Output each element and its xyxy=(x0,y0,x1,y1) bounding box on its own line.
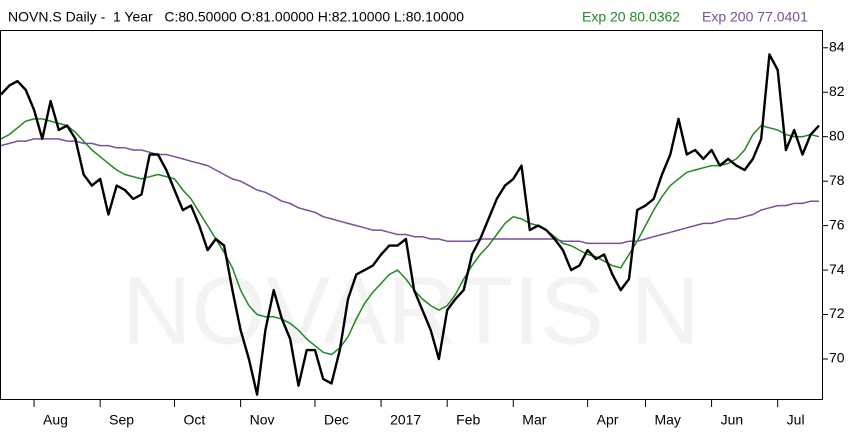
y-tick-label: 78 xyxy=(829,172,845,188)
y-tick-label: 74 xyxy=(829,261,845,277)
legend-entry: Exp 20 80.0362 xyxy=(582,9,680,25)
y-tick-label: 70 xyxy=(829,350,845,366)
legend-entry: Exp 200 77.0401 xyxy=(702,9,808,25)
y-tick-label: 72 xyxy=(829,305,845,321)
x-tick-label: Nov xyxy=(250,412,275,428)
series-line xyxy=(0,118,820,356)
y-tick-label: 76 xyxy=(829,216,845,232)
x-tick-label: May xyxy=(654,412,680,428)
y-tick-label: 80 xyxy=(829,127,845,143)
series-line xyxy=(0,138,819,245)
x-tick-label: Mar xyxy=(522,412,546,428)
y-tick-label: 82 xyxy=(829,83,845,99)
chart-title: NOVN.S Daily - 1 Year C:80.50000 O:81.00… xyxy=(8,9,464,25)
x-tick-label: 2017 xyxy=(390,412,421,428)
x-tick-label: Sep xyxy=(109,412,134,428)
x-tick-label: Apr xyxy=(597,412,619,428)
series-line xyxy=(0,53,820,396)
x-tick-label: Jun xyxy=(721,412,744,428)
x-tick-label: Oct xyxy=(184,412,206,428)
x-tick-label: Dec xyxy=(324,412,349,428)
y-tick-label: 84 xyxy=(829,38,845,54)
x-tick-label: Feb xyxy=(456,412,480,428)
x-tick-label: Aug xyxy=(43,412,68,428)
x-tick-label: Jul xyxy=(787,412,805,428)
plot-frame xyxy=(0,30,823,400)
